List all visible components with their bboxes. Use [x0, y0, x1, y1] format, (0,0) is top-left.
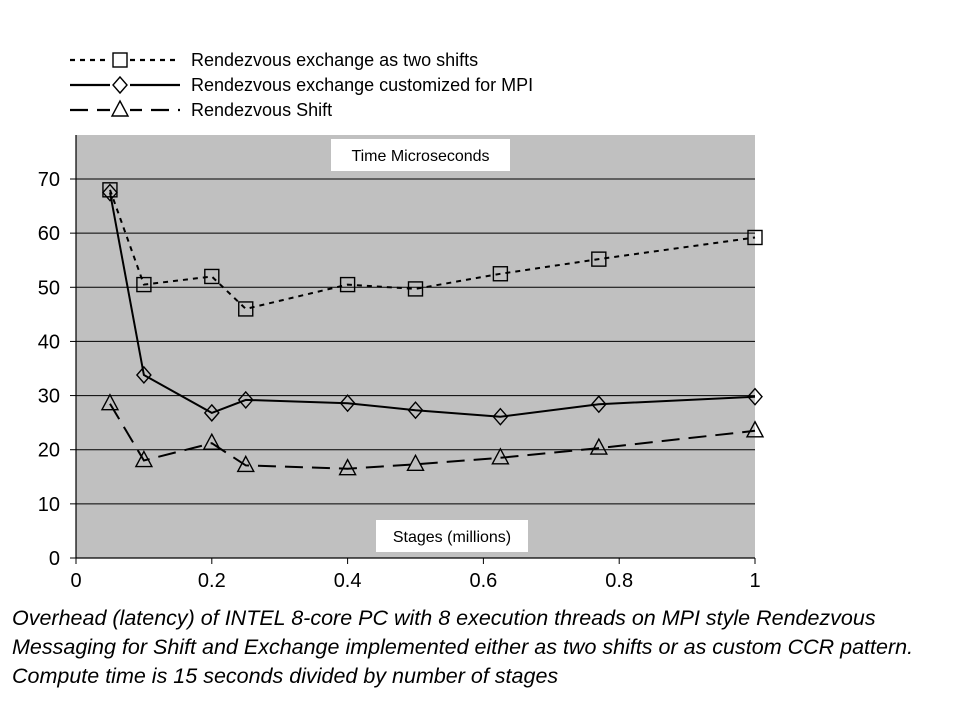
data-point-diamond: [492, 407, 509, 426]
y-tick-label: 60: [38, 223, 60, 245]
x-axis-ticks: 0 0.2 0.4 0.6 0.8 1: [70, 558, 761, 592]
legend-marker-diamond: [112, 75, 128, 95]
y-tick-label: 50: [38, 277, 60, 299]
legend-label: Rendezvous Shift: [191, 100, 332, 120]
x-tick-label: 0.2: [198, 570, 226, 592]
data-point-square: [339, 276, 356, 293]
data-point-square: [591, 251, 607, 267]
legend-label: Rendezvous exchange customized for MPI: [191, 75, 533, 95]
data-point-triangle: [236, 454, 255, 473]
data-point-square: [747, 229, 763, 246]
data-point-triangle: [491, 447, 510, 465]
axes: [75, 135, 755, 559]
y-tick-label: 40: [38, 331, 60, 353]
data-point-triangle: [338, 458, 357, 476]
data-point-diamond: [237, 390, 254, 409]
legend-marker-bg: [110, 74, 130, 96]
data-point-triangle: [745, 420, 765, 438]
plot-area: [76, 135, 755, 558]
y-tick-label: 10: [38, 494, 60, 516]
y-tick-label: 70: [38, 169, 60, 191]
data-point-diamond: [590, 395, 607, 414]
legend-marker-square: [112, 52, 128, 68]
data-point-square: [238, 301, 254, 317]
xlabel-box: [376, 520, 528, 552]
series-square: [102, 182, 763, 317]
data-point-triangle: [100, 393, 120, 411]
series-line: [109, 192, 756, 418]
series-layer: [100, 182, 765, 476]
x-tick-label: 0.4: [334, 570, 362, 592]
data-point-diamond: [135, 365, 152, 385]
x-tick-label: 0.8: [605, 570, 633, 592]
axis-title-boxes: Time Microseconds Stages (millions): [331, 139, 528, 552]
y-tick-label: 0: [49, 548, 60, 570]
data-point-square: [204, 268, 220, 285]
series-line: [109, 189, 756, 310]
legend-label: Rendezvous exchange as two shifts: [191, 50, 478, 70]
y-axis-title: Time Microseconds: [351, 148, 489, 165]
series-line: [109, 403, 756, 470]
data-point-triangle: [202, 432, 221, 450]
y-tick-label: 30: [38, 386, 60, 408]
x-tick-label: 0: [70, 570, 81, 592]
data-point-triangle: [134, 450, 154, 468]
data-point-diamond: [407, 401, 424, 420]
legend-marker-bg: [110, 49, 130, 71]
data-point-diamond: [203, 403, 220, 422]
x-tick-label: 0.6: [469, 570, 497, 592]
legend-item: Rendezvous exchange as two shifts: [70, 49, 478, 71]
data-point-triangle: [589, 437, 608, 455]
data-point-triangle: [406, 453, 425, 472]
data-point-square: [492, 266, 509, 282]
x-tick-label: 1: [749, 570, 760, 592]
data-point-square: [136, 276, 152, 293]
latency-chart: Rendezvous exchange as two shifts Rendezv…: [38, 49, 765, 592]
ylabel-box: [331, 139, 510, 171]
legend-item: Rendezvous exchange customized for MPI: [70, 74, 533, 96]
figure-caption: Overhead (latency) of INTEL 8-core PC wi…: [12, 606, 914, 688]
legend-marker-triangle: [110, 99, 130, 117]
series-triangle: [100, 393, 765, 476]
data-point-diamond: [102, 183, 118, 202]
data-point-square: [407, 281, 424, 297]
y-tick-label: 20: [38, 440, 60, 462]
legend: Rendezvous exchange as two shifts Rendezv…: [70, 49, 533, 121]
data-point-diamond: [747, 387, 763, 406]
legend-item: Rendezvous Shift: [70, 99, 332, 121]
series-diamond: [102, 183, 763, 426]
y-axis-ticks: 0 10 20 30 40 50 60 70: [38, 169, 76, 570]
x-axis-title: Stages (millions): [393, 529, 511, 546]
data-point-diamond: [339, 394, 356, 413]
gridlines: [76, 178, 755, 505]
